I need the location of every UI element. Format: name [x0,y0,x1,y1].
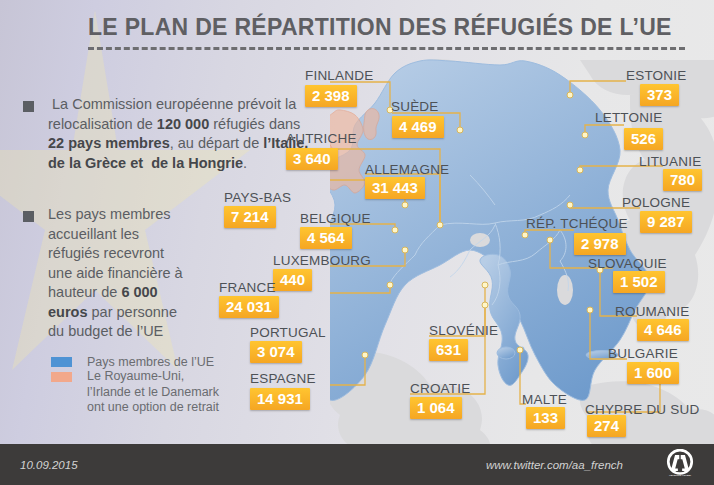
svg-text:ANADOLU AJANSI: ANADOLU AJANSI [669,474,691,476]
